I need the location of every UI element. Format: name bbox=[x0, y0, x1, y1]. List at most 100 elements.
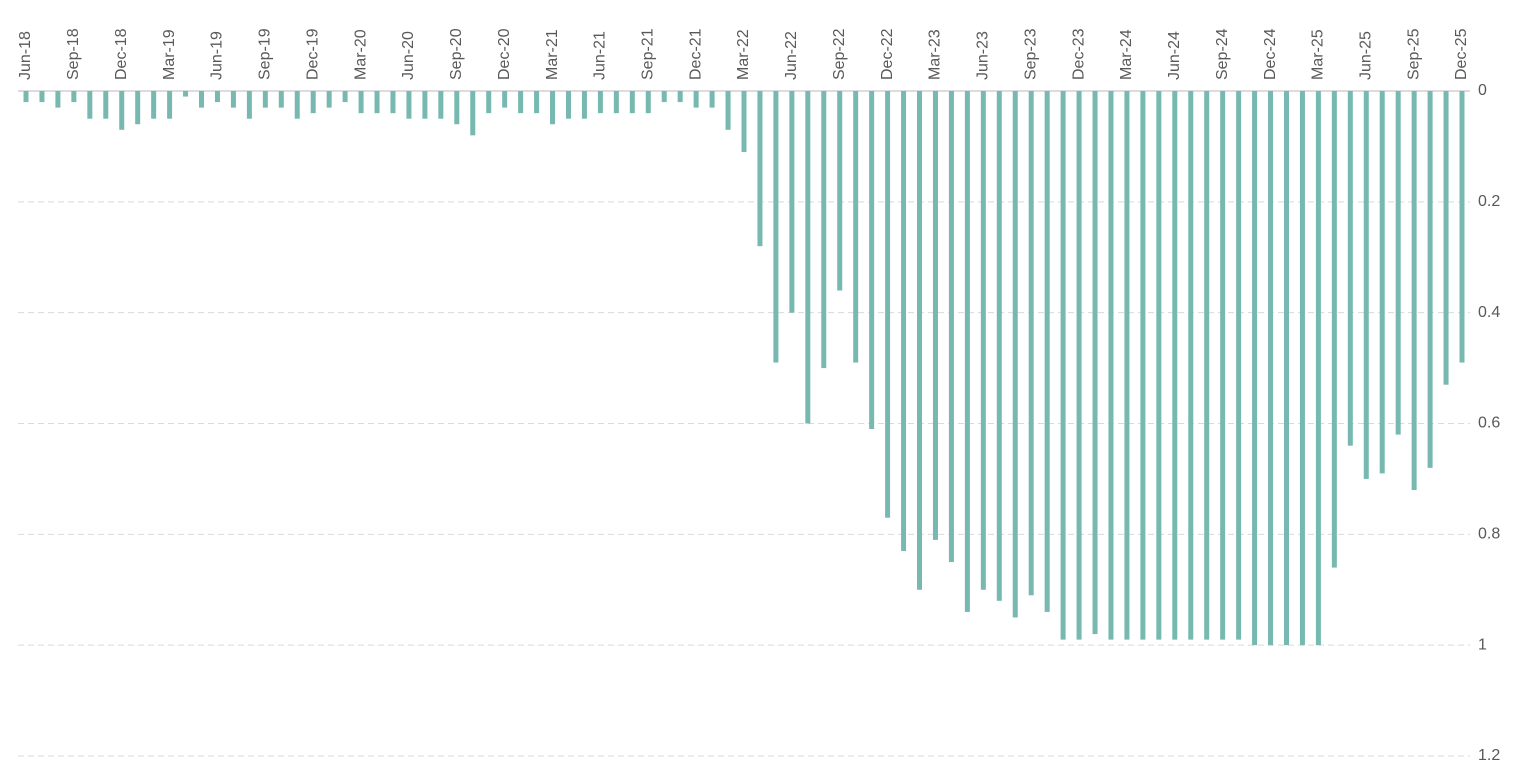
bar bbox=[932, 91, 938, 540]
x-tick-label: Mar-22 bbox=[735, 29, 752, 80]
x-tick-label: Sep-19 bbox=[257, 28, 274, 80]
bar bbox=[1092, 91, 1098, 635]
bar bbox=[741, 91, 747, 152]
x-tick-label: Dec-18 bbox=[113, 28, 130, 80]
bar bbox=[183, 91, 189, 97]
bar bbox=[103, 91, 109, 119]
bar bbox=[901, 91, 907, 551]
bar bbox=[581, 91, 587, 119]
y-tick-label: 0 bbox=[1478, 82, 1487, 99]
bar bbox=[214, 91, 220, 103]
bar bbox=[1012, 91, 1018, 618]
bar bbox=[1395, 91, 1401, 435]
y-tick-label: 0.4 bbox=[1478, 304, 1500, 321]
x-tick-label: Mar-20 bbox=[352, 29, 369, 80]
bar bbox=[1108, 91, 1114, 640]
x-tick-label: Jun-25 bbox=[1357, 31, 1374, 80]
y-tick-label: 0.6 bbox=[1478, 415, 1500, 432]
x-tick-label: Jun-22 bbox=[783, 31, 800, 80]
x-tick-label: Mar-21 bbox=[544, 29, 561, 80]
bar bbox=[87, 91, 93, 119]
x-tick-label: Mar-19 bbox=[161, 29, 178, 80]
bar bbox=[294, 91, 300, 119]
bar bbox=[390, 91, 396, 114]
bar bbox=[853, 91, 859, 363]
bar bbox=[518, 91, 524, 114]
bar bbox=[406, 91, 412, 119]
bar bbox=[1411, 91, 1417, 490]
bar bbox=[964, 91, 970, 612]
bar bbox=[948, 91, 954, 563]
x-tick-label: Dec-25 bbox=[1453, 28, 1470, 80]
x-tick-label: Dec-20 bbox=[496, 28, 513, 80]
x-tick-label: Mar-24 bbox=[1118, 29, 1135, 80]
bar bbox=[1204, 91, 1210, 640]
x-tick-label: Jun-24 bbox=[1166, 31, 1183, 80]
bar bbox=[422, 91, 428, 119]
x-tick-label: Dec-21 bbox=[687, 28, 704, 80]
bar bbox=[438, 91, 444, 119]
bar bbox=[677, 91, 683, 103]
bar bbox=[534, 91, 540, 114]
bar bbox=[709, 91, 715, 108]
bar bbox=[1188, 91, 1194, 640]
bar bbox=[1315, 91, 1321, 646]
bar bbox=[246, 91, 252, 119]
bar bbox=[917, 91, 923, 590]
x-tick-label: Jun-23 bbox=[975, 31, 992, 80]
bar bbox=[1299, 91, 1305, 646]
bar bbox=[1252, 91, 1258, 646]
bar bbox=[71, 91, 77, 103]
bar bbox=[119, 91, 125, 130]
bar bbox=[326, 91, 332, 108]
bar bbox=[135, 91, 141, 125]
bar bbox=[1347, 91, 1353, 446]
x-tick-label: Sep-25 bbox=[1405, 28, 1422, 80]
x-tick-label: Jun-20 bbox=[400, 31, 417, 80]
x-tick-label: Jun-19 bbox=[209, 31, 226, 80]
x-tick-label: Dec-24 bbox=[1262, 28, 1279, 80]
bar bbox=[773, 91, 779, 363]
bar bbox=[869, 91, 875, 430]
y-tick-label: 1 bbox=[1478, 636, 1487, 653]
bar bbox=[885, 91, 891, 518]
bar bbox=[1156, 91, 1162, 640]
bar bbox=[278, 91, 284, 108]
bar bbox=[486, 91, 492, 114]
bar bbox=[1236, 91, 1242, 640]
bar bbox=[1220, 91, 1226, 640]
bar bbox=[1427, 91, 1433, 468]
x-tick-label: Sep-23 bbox=[1022, 28, 1039, 80]
x-tick-label: Dec-22 bbox=[879, 28, 896, 80]
bar bbox=[262, 91, 268, 108]
bar bbox=[805, 91, 811, 424]
bar bbox=[1363, 91, 1369, 479]
bar bbox=[199, 91, 205, 108]
bar bbox=[230, 91, 236, 108]
bar bbox=[502, 91, 508, 108]
bar bbox=[470, 91, 476, 136]
bar bbox=[597, 91, 603, 114]
bar bbox=[837, 91, 843, 291]
bar bbox=[645, 91, 651, 114]
x-tick-label: Sep-20 bbox=[448, 28, 465, 80]
bar bbox=[1283, 91, 1289, 646]
bar bbox=[342, 91, 348, 103]
bar bbox=[996, 91, 1002, 601]
bar bbox=[1140, 91, 1146, 640]
x-tick-label: Sep-21 bbox=[639, 28, 656, 80]
x-tick-label: Jun-18 bbox=[17, 31, 34, 80]
x-tick-label: Dec-19 bbox=[304, 28, 321, 80]
y-tick-label: 0.2 bbox=[1478, 193, 1500, 210]
bar bbox=[1459, 91, 1465, 363]
x-tick-label: Sep-18 bbox=[65, 28, 82, 80]
bar bbox=[55, 91, 61, 108]
bar bbox=[613, 91, 619, 114]
bar bbox=[1076, 91, 1082, 640]
bar bbox=[1268, 91, 1274, 646]
bar bbox=[1443, 91, 1449, 385]
bar bbox=[980, 91, 986, 590]
bar bbox=[1172, 91, 1178, 640]
bar bbox=[374, 91, 380, 114]
